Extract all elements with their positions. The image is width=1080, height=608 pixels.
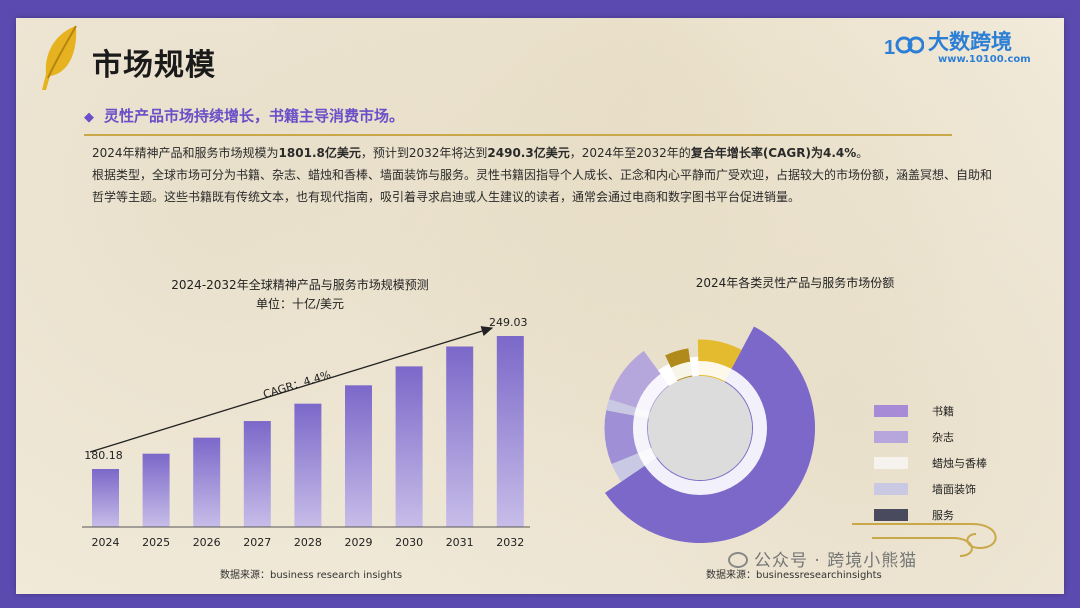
page-title: 市场规模	[92, 48, 216, 83]
donut-legend: 书籍 杂志 蜡烛与香棒 墙面装饰 服务	[874, 398, 987, 528]
logo-mark-icon: 1	[884, 36, 924, 59]
x-tick-label: 2032	[496, 536, 524, 549]
x-tick-label: 2027	[243, 536, 271, 549]
p1-text-1: 2024年精神产品和服务市场规模为	[92, 146, 279, 160]
x-tick-label: 2031	[446, 536, 474, 549]
bar	[193, 437, 221, 527]
p1-text-4: 。	[856, 146, 869, 160]
bar	[142, 453, 170, 527]
p1-text-2: ，预计到2032年将达到	[360, 146, 488, 160]
wechat-icon	[728, 552, 748, 568]
legend-label: 蜡烛与香棒	[932, 457, 987, 470]
bar	[446, 346, 474, 527]
donut-hole	[648, 376, 752, 480]
legend-item: 墙面装饰	[874, 476, 987, 502]
p1-bold-2: 2490.3亿美元	[487, 146, 570, 160]
p1-text-3: ，2024年至2032年的	[569, 146, 691, 160]
donut-segment	[605, 326, 816, 543]
paragraph-segments: 根据类型，全球市场可分为书籍、杂志、蜡烛和香棒、墙面装饰与服务。灵性书籍因指导个…	[92, 168, 993, 204]
legend-item: 服务	[874, 502, 987, 528]
x-tick-label: 2029	[345, 536, 373, 549]
trend-arrow	[89, 326, 494, 453]
logo-url: www.10100.com	[938, 54, 1031, 65]
legend-swatch	[874, 483, 908, 495]
donut-chart-source: 数据来源：businessresearchinsights	[706, 570, 882, 581]
legend-label: 墙面装饰	[932, 483, 976, 496]
legend-item: 杂志	[874, 424, 987, 450]
legend-swatch	[874, 405, 908, 417]
x-tick-label: 2030	[395, 536, 423, 549]
data-label-last: 249.03	[489, 316, 528, 329]
bar	[92, 469, 119, 527]
logo-text: 大数跨境	[928, 30, 1012, 54]
data-label-first: 180.18	[84, 449, 123, 462]
bar	[395, 366, 423, 527]
legend-item: 蜡烛与香棒	[874, 450, 987, 476]
bar	[243, 421, 271, 527]
legend-label: 杂志	[932, 431, 954, 444]
diamond-bullet-icon: ◆	[84, 110, 94, 125]
wechat-text: 公众号 · 跨境小熊猫	[754, 551, 918, 571]
wechat-watermark: 公众号 · 跨境小熊猫	[728, 546, 917, 571]
legend-swatch	[874, 457, 908, 469]
paragraph-market-size: 2024年精神产品和服务市场规模为1801.8亿美元，预计到2032年将达到24…	[92, 142, 972, 164]
x-tick-label: 2026	[193, 536, 221, 549]
feather-icon	[42, 25, 77, 90]
x-tick-label: 2025	[142, 536, 170, 549]
bar-chart-title: 2024-2032年全球精神产品与服务市场规模预测	[171, 278, 429, 292]
bar-chart-source: 数据来源：business research insights	[220, 570, 403, 581]
donut-chart-title: 2024年各类灵性产品与服务市场份额	[695, 276, 895, 290]
subtitle-text: 灵性产品市场持续增长，书籍主导消费市场。	[104, 107, 405, 125]
bar	[496, 336, 524, 527]
p1-bold-1: 1801.8亿美元	[278, 146, 361, 160]
bar-chart-unit: 单位：十亿/美元	[255, 297, 345, 311]
legend-swatch	[874, 509, 908, 521]
x-tick-label: 2028	[294, 536, 322, 549]
legend-label: 服务	[932, 509, 954, 522]
p1-bold-3: 复合年增长率(CAGR)为4.4%	[690, 146, 857, 160]
brand-logo: 1 大数跨境 www.10100.com	[884, 26, 1044, 72]
legend-label: 书籍	[932, 405, 954, 418]
bar	[294, 403, 322, 527]
legend-swatch	[874, 431, 908, 443]
gold-swirl-decoration	[852, 523, 997, 557]
section-subtitle: ◆ 灵性产品市场持续增长，书籍主导消费市场。	[84, 105, 404, 126]
x-tick-label: 2024	[92, 536, 120, 549]
bar	[345, 385, 372, 527]
slide-background	[16, 18, 1064, 594]
svg-text:1: 1	[884, 37, 895, 59]
legend-item: 书籍	[874, 398, 987, 424]
gold-divider	[84, 134, 952, 136]
donut-inner-ring	[633, 361, 767, 495]
